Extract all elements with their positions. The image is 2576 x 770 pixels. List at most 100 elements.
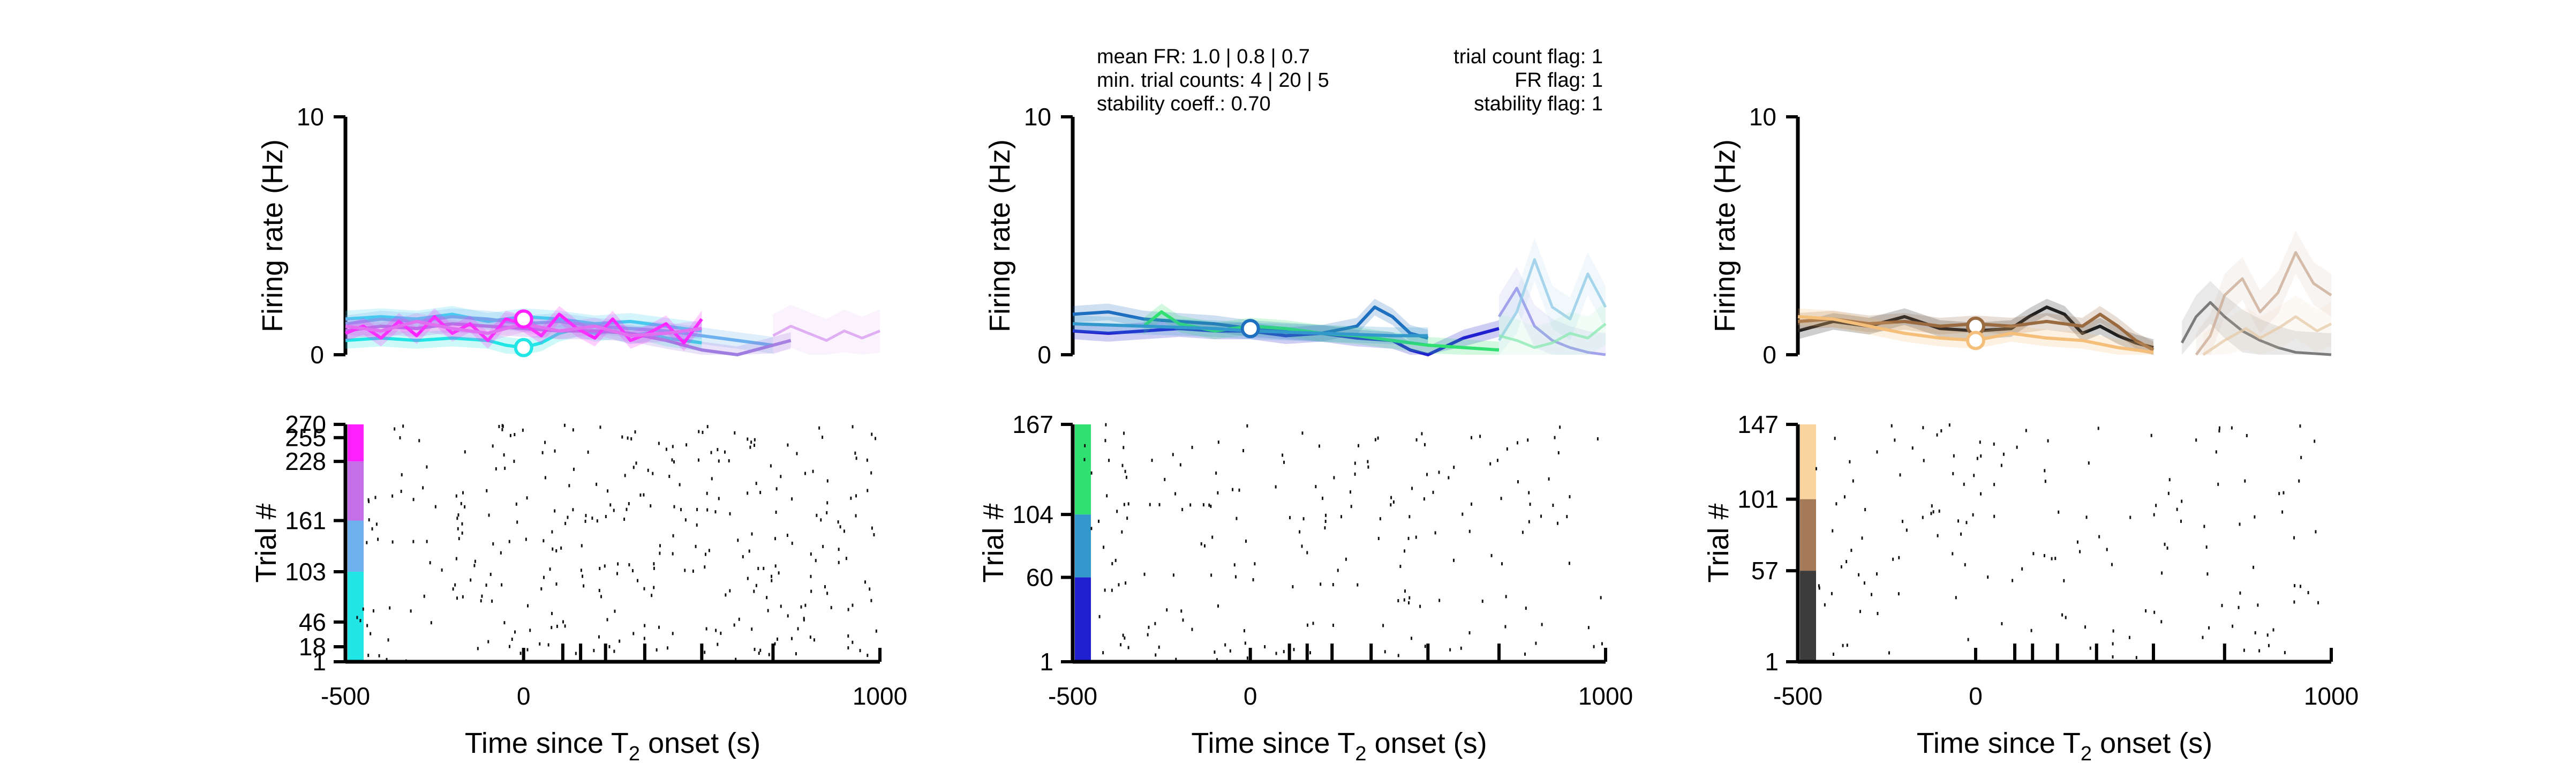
- spike-tick: [652, 472, 654, 475]
- spike-tick: [605, 515, 607, 519]
- spike-tick: [2180, 519, 2182, 523]
- spike-tick: [2203, 525, 2205, 528]
- time-tick-label: 1000: [853, 682, 907, 710]
- spike-tick: [1892, 557, 1894, 561]
- spike-tick: [643, 493, 645, 497]
- spike-tick: [2084, 625, 2087, 629]
- spike-tick: [359, 619, 361, 623]
- spike-tick: [1377, 536, 1380, 540]
- spike-tick: [826, 511, 828, 514]
- spike-tick: [2160, 620, 2163, 624]
- spike-tick: [1876, 450, 1878, 454]
- spike-tick: [368, 518, 370, 522]
- spike-tick: [774, 642, 776, 646]
- spike-tick: [544, 440, 546, 444]
- spike-tick: [839, 525, 841, 529]
- spike-tick: [1367, 460, 1369, 464]
- spike-tick: [706, 491, 708, 495]
- spike-tick: [2112, 655, 2114, 659]
- spike-tick: [843, 529, 845, 533]
- spike-tick: [1600, 596, 1602, 600]
- spike-tick: [1424, 645, 1426, 648]
- spike-tick: [1211, 535, 1214, 539]
- spike-tick: [2206, 572, 2209, 576]
- spike-tick: [1315, 485, 1317, 489]
- spike-tick: [875, 629, 877, 633]
- spike-tick: [639, 493, 642, 497]
- spike-tick: [1415, 438, 1418, 442]
- rate-series-line: [1142, 310, 1500, 352]
- spike-tick: [1438, 470, 1440, 474]
- time-axis-label-tail: onset (s): [1367, 727, 1487, 759]
- rate-series-line: [1497, 287, 1606, 356]
- time-axis-label-sub: 2: [629, 743, 640, 765]
- spike-tick: [1392, 500, 1395, 504]
- spike-tick: [826, 479, 828, 483]
- spike-tick: [672, 552, 674, 556]
- spike-tick: [754, 647, 756, 651]
- spike-tick: [1236, 517, 1238, 520]
- spike-tick: [2044, 480, 2046, 483]
- spike-tick: [1123, 503, 1125, 506]
- spike-tick: [1126, 517, 1128, 520]
- spike-tick: [2051, 557, 2053, 560]
- spike-tick: [514, 433, 516, 437]
- spike-tick: [1147, 633, 1149, 637]
- rate-y-tick-label: 0: [1762, 341, 1776, 369]
- spike-tick: [2030, 629, 2032, 632]
- spike-tick: [1888, 651, 1890, 655]
- spike-tick: [370, 632, 372, 636]
- time-axis-label-tail: onset (s): [640, 727, 760, 759]
- spike-tick: [378, 654, 380, 657]
- spike-tick: [1818, 584, 1820, 588]
- spike-tick: [1200, 542, 1202, 545]
- trial-tick-label: 1: [1040, 648, 1053, 676]
- spike-tick: [1105, 423, 1107, 427]
- spike-tick: [426, 465, 428, 469]
- spike-tick: [855, 494, 857, 498]
- spike-tick: [371, 527, 373, 531]
- spike-tick: [838, 548, 840, 551]
- spike-tick: [461, 531, 463, 535]
- spike-tick: [705, 627, 707, 631]
- spike-tick: [541, 451, 544, 454]
- spike-tick: [1275, 485, 1277, 489]
- time-tick-label: 1000: [1578, 682, 1633, 710]
- spike-tick: [787, 614, 789, 618]
- spike-tick: [1232, 488, 1234, 491]
- raster-y-axis-label: Trial #: [1703, 503, 1735, 582]
- spike-tick: [572, 428, 574, 432]
- spike-tick: [873, 533, 875, 536]
- spike-tick: [1172, 453, 1174, 457]
- spike-tick: [1318, 444, 1320, 448]
- spike-tick: [581, 544, 583, 548]
- spike-tick: [747, 437, 749, 441]
- spike-tick: [737, 539, 739, 542]
- spike-tick: [1411, 487, 1413, 490]
- spike-tick: [822, 544, 824, 548]
- spike-tick: [1452, 558, 1455, 562]
- spike-tick: [684, 518, 687, 522]
- spike-tick: [402, 424, 404, 428]
- spike-tick: [1566, 515, 1568, 519]
- spike-tick: [1158, 503, 1161, 506]
- trial-tick-label: 60: [1026, 564, 1053, 592]
- spike-tick: [1246, 424, 1248, 428]
- spike-tick: [774, 564, 777, 568]
- spike-tick: [2061, 613, 2063, 617]
- time-axis-label-main: Time since T: [465, 727, 629, 759]
- spike-tick: [826, 592, 828, 595]
- spike-tick: [714, 510, 717, 514]
- spike-tick: [1979, 440, 1981, 444]
- spike-tick: [1367, 465, 1369, 469]
- spike-tick: [1217, 604, 1219, 608]
- trial-tick-label: 255: [285, 424, 326, 452]
- spike-tick: [426, 540, 428, 543]
- spike-tick: [504, 466, 506, 470]
- spike-tick: [1587, 626, 1590, 630]
- spike-tick: [1374, 438, 1376, 442]
- spike-tick: [2153, 513, 2155, 517]
- spike-tick: [1125, 475, 1127, 479]
- confidence-band: [2203, 295, 2331, 355]
